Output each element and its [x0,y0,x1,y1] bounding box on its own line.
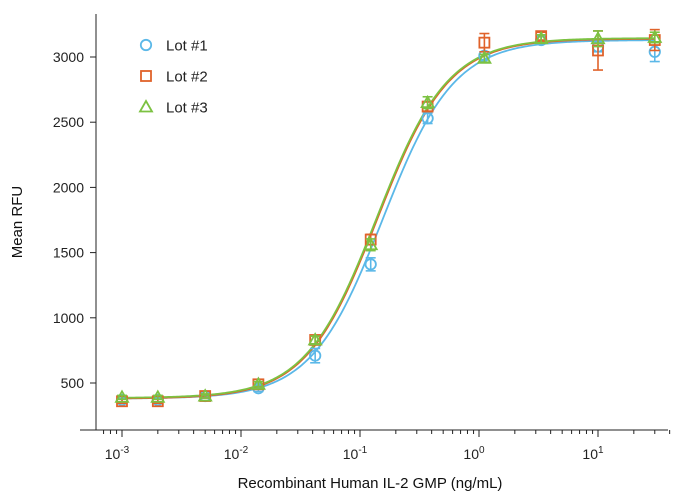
fit-curve-lot-1 [121,39,655,400]
y-ticks: 500 1000 1500 2000 2500 3000 [53,49,96,391]
data-point [197,388,213,402]
data-point [421,112,434,125]
data-points [114,28,663,408]
axes [80,14,668,431]
legend-marker-square [140,70,152,82]
data-point [309,349,322,362]
data-point [476,50,492,64]
legend-marker-triangle [138,99,154,113]
x-tick-label: 10-2 [224,445,249,462]
fit-curves [121,37,655,400]
y-tick-label: 2500 [53,114,84,130]
data-point [647,29,663,43]
data-point [478,36,491,49]
x-axis-title: Recombinant Human IL-2 GMP (ng/mL) [238,475,503,492]
legend-label: Lot #1 [166,38,208,55]
y-tick-label: 500 [61,375,85,391]
data-point [590,30,606,45]
data-point [364,258,377,271]
legend: Lot #1 Lot #2 Lot #3 [138,38,208,117]
legend-label: Lot #3 [166,100,208,117]
x-tick-label: 10-1 [343,445,368,462]
fit-curve-lot-3 [121,37,655,399]
data-point [363,236,379,251]
data-point [420,94,436,109]
fit-curve-lot-2 [121,37,655,400]
data-point [150,389,166,403]
y-tick-label: 2000 [53,179,84,195]
x-tick-label: 100 [463,445,485,462]
x-tick-label: 101 [582,445,604,462]
x-ticks: 10-3 10-2 10-1 100 101 [103,430,671,462]
y-tick-label: 3000 [53,49,84,65]
data-point [114,389,130,403]
x-tick-label: 10-3 [105,445,130,462]
legend-marker-circle [139,38,153,52]
y-tick-label: 1000 [53,310,84,326]
legend-label: Lot #2 [166,69,208,86]
data-point [250,376,266,390]
data-point [533,30,549,45]
y-tick-label: 1500 [53,245,84,261]
data-point [307,332,323,346]
y-axis-title: Mean RFU [9,186,26,259]
